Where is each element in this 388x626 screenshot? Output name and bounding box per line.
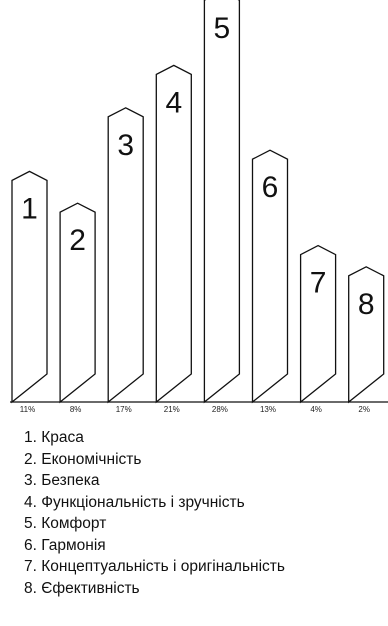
bar-4 xyxy=(155,64,192,404)
bar-1 xyxy=(11,170,48,404)
bar-number-label: 2 xyxy=(69,224,86,257)
bar-number-label: 3 xyxy=(117,129,134,162)
value-labels-group: 11% 8% 17% 21% 28% 13% 4% 2% xyxy=(20,405,370,414)
legend-item-5: 5. Комфорт xyxy=(24,515,107,532)
legend-item-2: 2. Економічність xyxy=(24,450,142,468)
bar-number-label: 1 xyxy=(21,192,38,225)
bar-number-label: 4 xyxy=(165,86,182,119)
legend-item-6: 6. Гармонія xyxy=(24,536,106,554)
bar-7 xyxy=(299,244,337,404)
value-label: 13% xyxy=(260,405,276,414)
chart-legend: 1. Краса 2. Економічність 3. Безпека 4. … xyxy=(24,427,285,599)
value-label: 4% xyxy=(310,405,322,414)
value-label: 8% xyxy=(70,405,82,414)
value-label: 17% xyxy=(116,405,132,414)
value-label: 28% xyxy=(212,405,228,414)
legend-item-8: 8. Єфективність xyxy=(24,579,140,597)
bar-6 xyxy=(251,149,289,404)
bar-number-label: 5 xyxy=(214,12,231,45)
bar-number-label: 7 xyxy=(310,267,327,300)
value-label: 21% xyxy=(164,405,180,414)
bar-number-label: 6 xyxy=(262,171,279,204)
value-label: 11% xyxy=(20,405,35,414)
value-label: 2% xyxy=(358,405,370,414)
bar-5 xyxy=(203,0,241,404)
bar-2 xyxy=(59,202,96,404)
legend-item-1: 1. Краса xyxy=(24,429,84,446)
bar-8 xyxy=(348,266,385,404)
legend-item-3: 3. Безпека xyxy=(24,472,100,489)
bar-number-label: 8 xyxy=(358,288,375,321)
legend-item-4: 4. Функціональність і зручність xyxy=(24,493,245,511)
bar-3 xyxy=(107,107,144,404)
legend-item-7: 7. Концептуальність і оригінальність xyxy=(24,558,285,575)
